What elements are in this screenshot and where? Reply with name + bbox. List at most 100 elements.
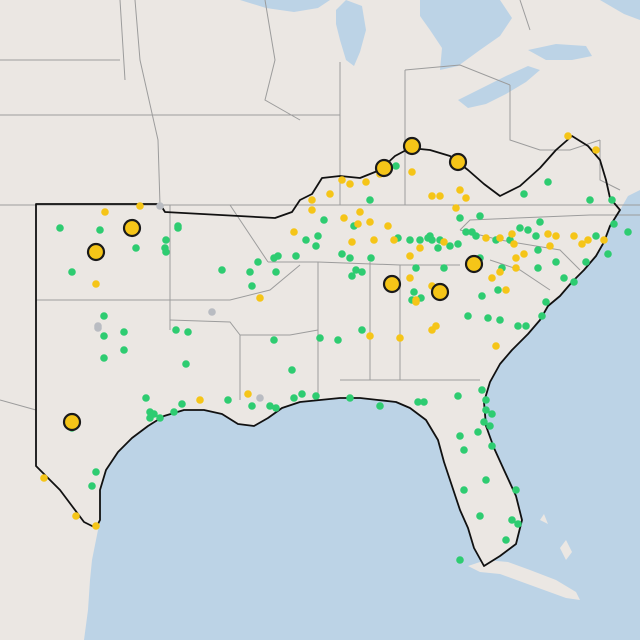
small-green-station-marker[interactable]	[482, 476, 490, 484]
small-green-station-marker[interactable]	[502, 536, 510, 544]
small-green-station-marker[interactable]	[508, 516, 516, 524]
small-green-station-marker[interactable]	[96, 226, 104, 234]
small-green-station-marker[interactable]	[302, 236, 310, 244]
small-green-station-marker[interactable]	[482, 396, 490, 404]
small-green-station-marker[interactable]	[496, 316, 504, 324]
small-green-station-marker[interactable]	[542, 298, 550, 306]
small-yellow-station-marker[interactable]	[552, 232, 560, 240]
small-green-station-marker[interactable]	[392, 162, 400, 170]
small-yellow-station-marker[interactable]	[488, 274, 496, 282]
small-yellow-station-marker[interactable]	[408, 168, 416, 176]
small-green-station-marker[interactable]	[416, 236, 424, 244]
small-green-station-marker[interactable]	[346, 254, 354, 262]
small-green-station-marker[interactable]	[218, 266, 226, 274]
small-green-station-marker[interactable]	[440, 264, 448, 272]
large-yellow-highlight-marker[interactable]	[430, 282, 450, 302]
small-yellow-station-marker[interactable]	[101, 208, 109, 216]
small-green-station-marker[interactable]	[184, 328, 192, 336]
small-green-station-marker[interactable]	[406, 236, 414, 244]
small-yellow-station-marker[interactable]	[366, 218, 374, 226]
small-green-station-marker[interactable]	[272, 404, 280, 412]
small-yellow-station-marker[interactable]	[564, 132, 572, 140]
small-green-station-marker[interactable]	[512, 486, 520, 494]
small-green-station-marker[interactable]	[334, 336, 342, 344]
small-green-station-marker[interactable]	[446, 242, 454, 250]
small-green-station-marker[interactable]	[274, 252, 282, 260]
small-yellow-station-marker[interactable]	[546, 242, 554, 250]
small-yellow-station-marker[interactable]	[452, 204, 460, 212]
small-yellow-station-marker[interactable]	[370, 236, 378, 244]
small-yellow-station-marker[interactable]	[600, 236, 608, 244]
small-green-station-marker[interactable]	[348, 272, 356, 280]
small-yellow-station-marker[interactable]	[354, 220, 362, 228]
small-green-station-marker[interactable]	[312, 392, 320, 400]
small-yellow-station-marker[interactable]	[512, 254, 520, 262]
small-green-station-marker[interactable]	[376, 402, 384, 410]
small-gray-station-marker[interactable]	[256, 394, 264, 402]
small-yellow-station-marker[interactable]	[508, 230, 516, 238]
small-green-station-marker[interactable]	[174, 222, 182, 230]
small-green-station-marker[interactable]	[460, 446, 468, 454]
small-green-station-marker[interactable]	[454, 240, 462, 248]
small-yellow-station-marker[interactable]	[520, 250, 528, 258]
small-green-station-marker[interactable]	[412, 264, 420, 272]
large-yellow-highlight-marker[interactable]	[86, 242, 106, 262]
small-green-station-marker[interactable]	[482, 406, 490, 414]
small-green-station-marker[interactable]	[338, 250, 346, 258]
small-green-station-marker[interactable]	[460, 486, 468, 494]
small-green-station-marker[interactable]	[534, 246, 542, 254]
small-green-station-marker[interactable]	[454, 392, 462, 400]
small-green-station-marker[interactable]	[474, 428, 482, 436]
small-gray-station-marker[interactable]	[156, 202, 164, 210]
small-green-station-marker[interactable]	[120, 346, 128, 354]
small-green-station-marker[interactable]	[316, 334, 324, 342]
small-green-station-marker[interactable]	[358, 268, 366, 276]
small-green-station-marker[interactable]	[532, 232, 540, 240]
small-green-station-marker[interactable]	[346, 394, 354, 402]
small-yellow-station-marker[interactable]	[366, 332, 374, 340]
small-green-station-marker[interactable]	[224, 396, 232, 404]
small-green-station-marker[interactable]	[420, 398, 428, 406]
small-green-station-marker[interactable]	[582, 258, 590, 266]
small-green-station-marker[interactable]	[88, 482, 96, 490]
small-green-station-marker[interactable]	[514, 322, 522, 330]
small-green-station-marker[interactable]	[456, 214, 464, 222]
small-yellow-station-marker[interactable]	[40, 474, 48, 482]
small-yellow-station-marker[interactable]	[72, 512, 80, 520]
small-yellow-station-marker[interactable]	[428, 192, 436, 200]
small-yellow-station-marker[interactable]	[244, 390, 252, 398]
small-green-station-marker[interactable]	[476, 212, 484, 220]
small-green-station-marker[interactable]	[290, 394, 298, 402]
small-gray-station-marker[interactable]	[208, 308, 216, 316]
small-green-station-marker[interactable]	[462, 228, 470, 236]
small-green-station-marker[interactable]	[536, 218, 544, 226]
large-yellow-highlight-marker[interactable]	[464, 254, 484, 274]
small-yellow-station-marker[interactable]	[136, 202, 144, 210]
small-yellow-station-marker[interactable]	[592, 146, 600, 154]
small-yellow-station-marker[interactable]	[570, 232, 578, 240]
small-green-station-marker[interactable]	[162, 248, 170, 256]
small-green-station-marker[interactable]	[538, 312, 546, 320]
small-green-station-marker[interactable]	[434, 244, 442, 252]
small-green-station-marker[interactable]	[288, 366, 296, 374]
small-yellow-station-marker[interactable]	[326, 190, 334, 198]
small-green-station-marker[interactable]	[410, 288, 418, 296]
small-green-station-marker[interactable]	[478, 386, 486, 394]
small-green-station-marker[interactable]	[246, 268, 254, 276]
small-green-station-marker[interactable]	[534, 264, 542, 272]
small-green-station-marker[interactable]	[484, 314, 492, 322]
small-green-station-marker[interactable]	[146, 414, 154, 422]
small-yellow-station-marker[interactable]	[290, 228, 298, 236]
small-yellow-station-marker[interactable]	[390, 236, 398, 244]
small-green-station-marker[interactable]	[312, 242, 320, 250]
small-green-station-marker[interactable]	[494, 286, 502, 294]
small-green-station-marker[interactable]	[366, 196, 374, 204]
small-green-station-marker[interactable]	[488, 442, 496, 450]
small-yellow-station-marker[interactable]	[196, 396, 204, 404]
small-yellow-station-marker[interactable]	[416, 244, 424, 252]
small-yellow-station-marker[interactable]	[584, 236, 592, 244]
small-green-station-marker[interactable]	[162, 236, 170, 244]
small-green-station-marker[interactable]	[516, 224, 524, 232]
